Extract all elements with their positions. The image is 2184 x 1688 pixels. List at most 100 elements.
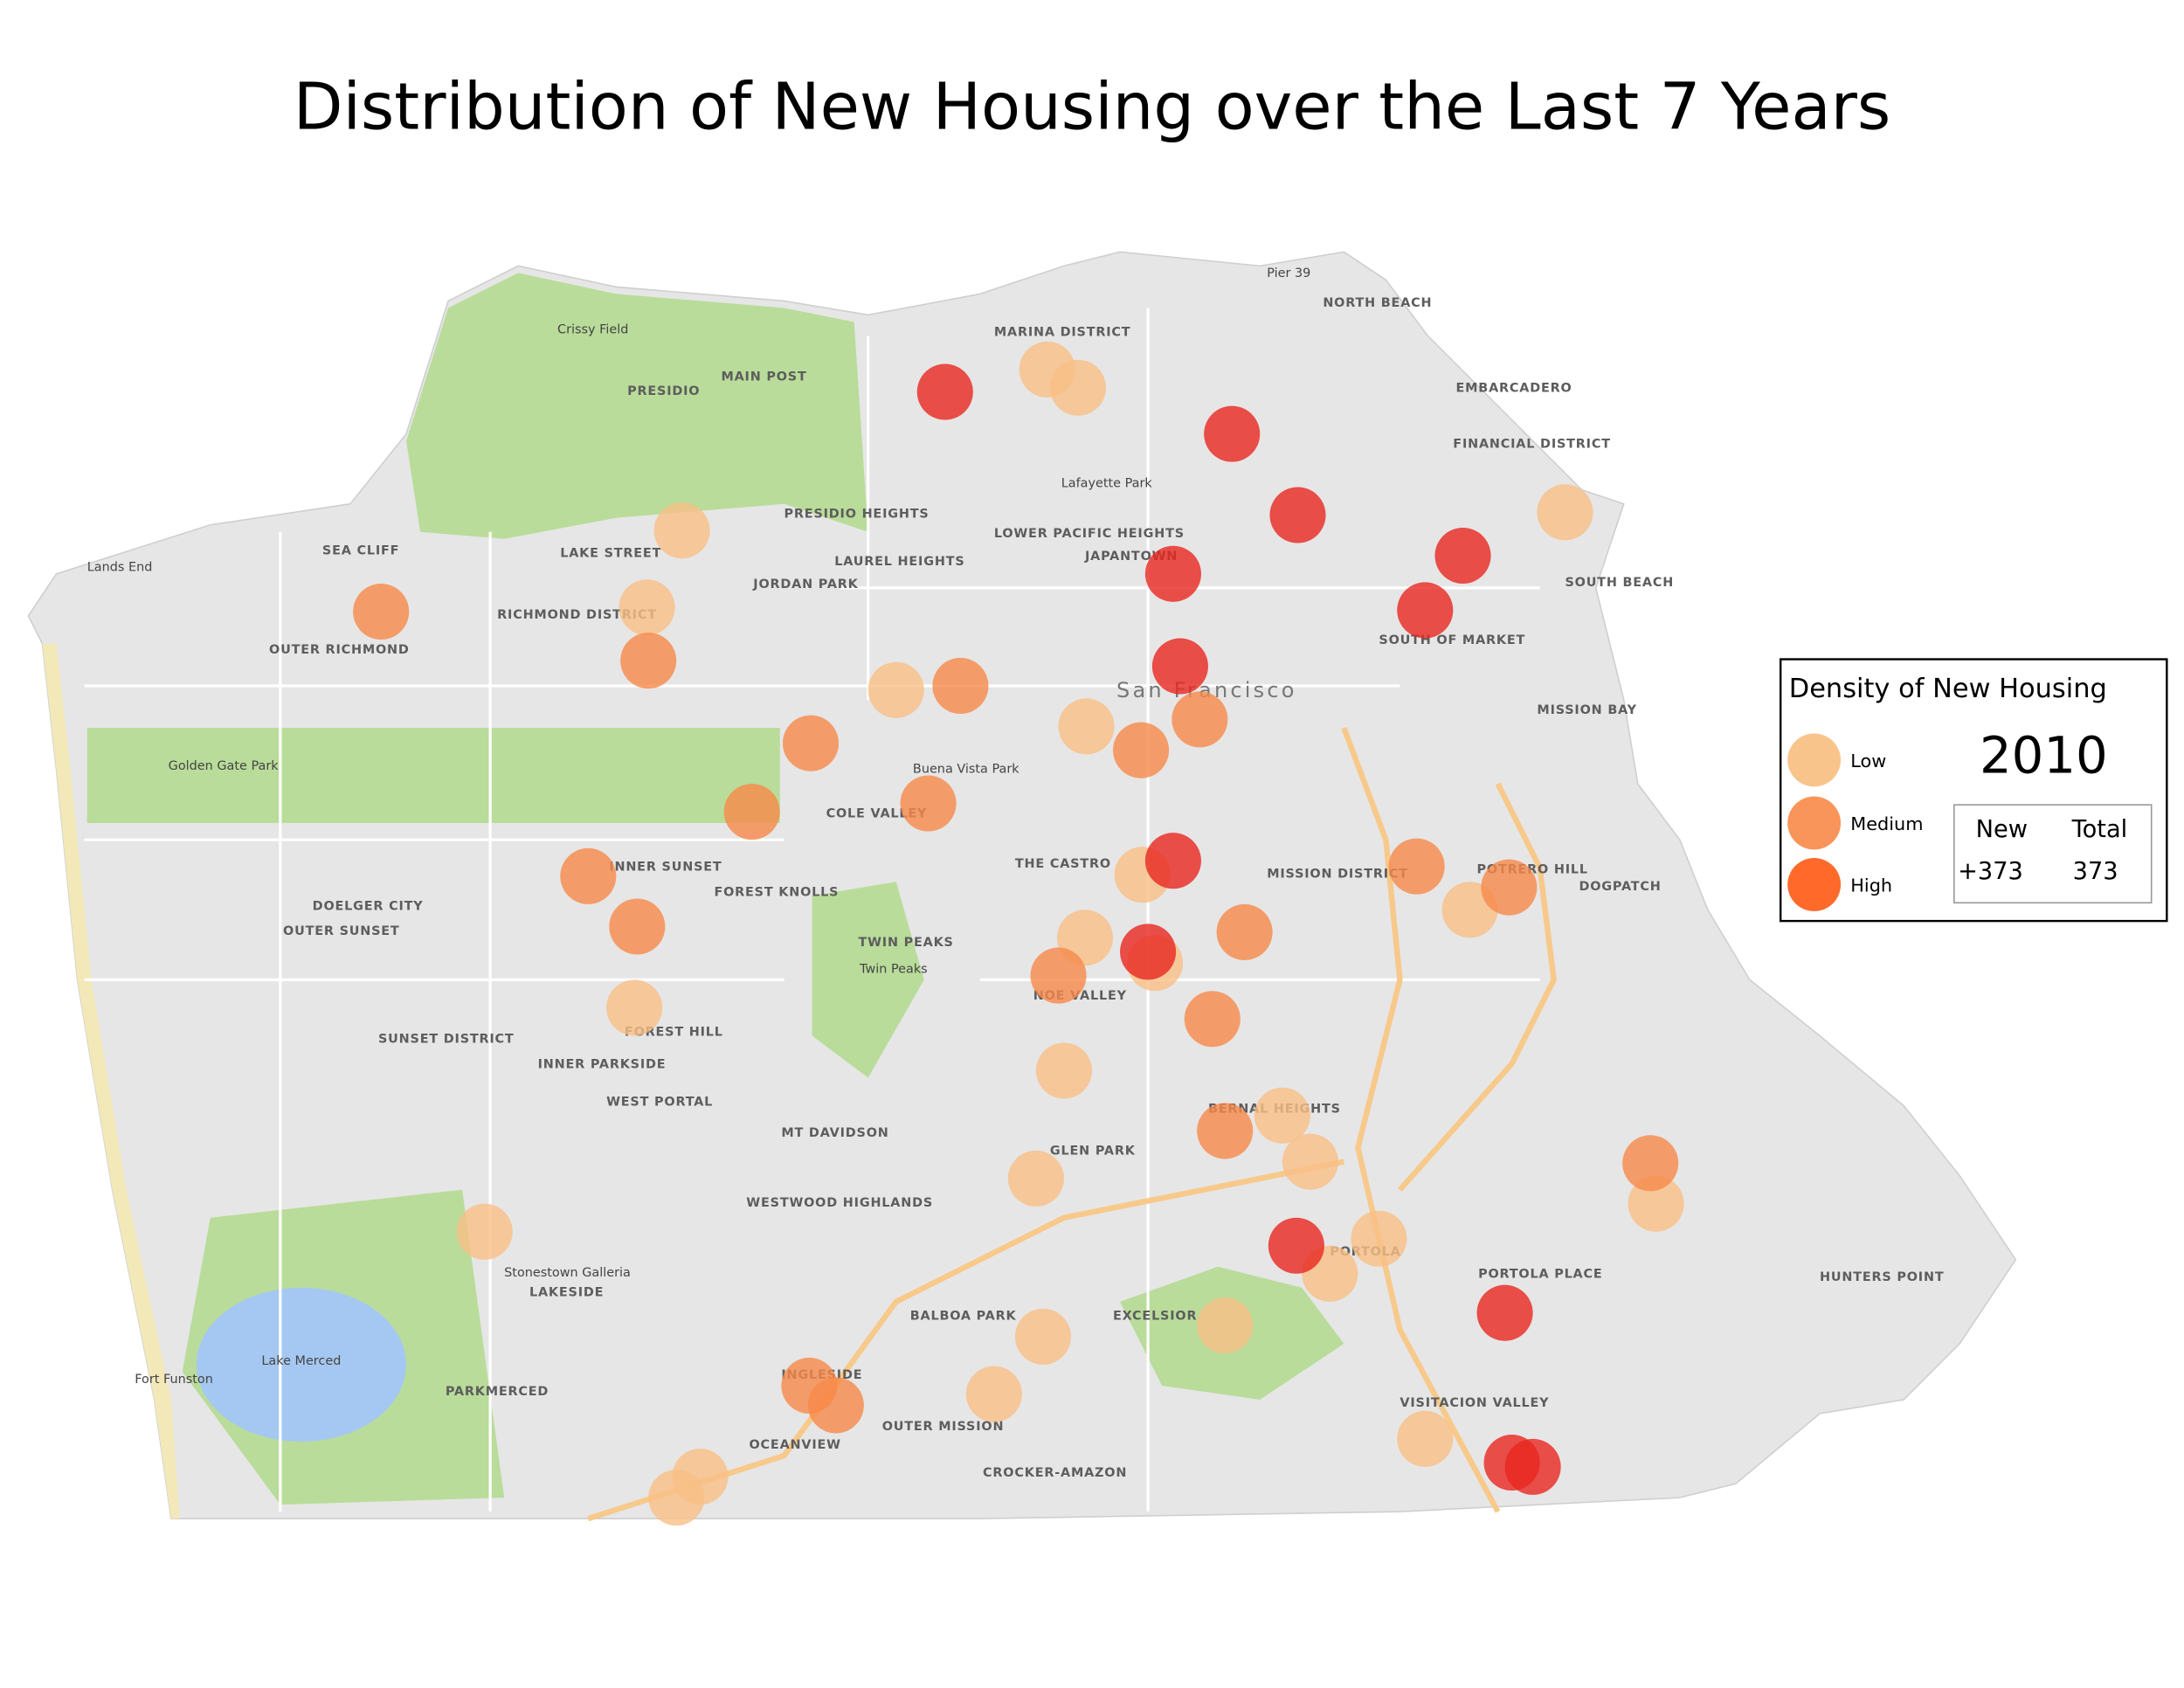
map-label: GLEN PARK (1050, 1145, 1136, 1159)
housing-marker (1282, 1133, 1338, 1190)
map-label: LOWER PACIFIC HEIGHTS (994, 527, 1185, 541)
map-label: MISSION BAY (1537, 703, 1636, 717)
map-label: WESTWOOD HIGHLANDS (746, 1196, 933, 1210)
map-label: PRESIDIO (627, 384, 700, 398)
housing-marker (1269, 487, 1326, 543)
total-count: 373 (2073, 858, 2118, 885)
map-label: JORDAN PARK (752, 578, 858, 591)
map-label: MAIN POST (721, 370, 806, 384)
housing-marker (1014, 1308, 1071, 1365)
twin-peaks-park (812, 882, 924, 1078)
land (27, 251, 2017, 1519)
map-label: Lands End (87, 561, 153, 575)
housing-marker (1171, 691, 1228, 748)
housing-marker (1184, 991, 1241, 1048)
column-header: Total (2071, 816, 2128, 843)
map-label: MISSION DISTRICT (1267, 867, 1408, 881)
housing-marker (1007, 1150, 1064, 1207)
housing-marker (1397, 1410, 1454, 1467)
housing-marker (932, 657, 989, 715)
housing-marker (900, 775, 957, 832)
golden-gate-park (86, 728, 780, 823)
housing-marker (353, 584, 410, 640)
housing-marker (609, 898, 666, 955)
map-label: TWIN PEAKS (858, 936, 953, 950)
legend-swatch (1787, 733, 1842, 787)
map-label: LAKESIDE (529, 1285, 604, 1299)
map-label: RICHMOND DISTRICT (497, 608, 657, 622)
map-label: CROCKER-AMAZON (983, 1466, 1127, 1480)
housing-marker (1397, 582, 1454, 639)
map-label: MARINA DISTRICT (994, 325, 1131, 339)
legend-swatch (1787, 858, 1842, 911)
housing-marker (1434, 527, 1491, 585)
housing-marker (782, 715, 840, 771)
legend-label: Low (1850, 751, 1886, 771)
housing-marker (1035, 1042, 1092, 1099)
map-label: Pier 39 (1267, 266, 1310, 280)
map-label: MT DAVIDSON (781, 1126, 888, 1140)
legend: Density of New Housing Low Medium High 2… (1779, 658, 2168, 923)
map-label: PRESIDIO HEIGHTS (784, 508, 930, 522)
map-label: Stonestown Galleria (504, 1266, 631, 1280)
map-label: LAKE STREET (560, 547, 661, 561)
housing-marker (1151, 638, 1208, 695)
housing-marker (1476, 1284, 1533, 1341)
housing-marker (1058, 698, 1115, 755)
new-count: +373 (1958, 858, 2023, 885)
map-label: VISITACION VALLEY (1400, 1396, 1549, 1410)
map-label: THE CASTRO (1015, 857, 1111, 871)
map-label: FINANCIAL DISTRICT (1453, 438, 1611, 452)
map-label: Twin Peaks (859, 962, 928, 976)
map-label: FOREST KNOLLS (714, 885, 839, 899)
housing-markers (353, 341, 1684, 1526)
housing-marker (916, 363, 973, 420)
map-label: NORTH BEACH (1323, 296, 1432, 310)
map-label: DOGPATCH (1579, 880, 1661, 894)
housing-marker (1144, 833, 1201, 889)
housing-marker (1388, 838, 1445, 895)
housing-marker (1030, 947, 1087, 1004)
housing-marker (1120, 924, 1177, 980)
map-label: OUTER MISSION (882, 1420, 1005, 1434)
map-label: DOELGER CITY (313, 899, 424, 913)
map-label: Lake Merced (261, 1354, 341, 1368)
housing-marker (723, 784, 780, 841)
housing-marker (1113, 722, 1170, 778)
map-label: OUTER SUNSET (283, 924, 400, 938)
marker-high (916, 363, 1561, 1495)
map-label: SEA CLIFF (322, 543, 399, 557)
housing-marker (1504, 1438, 1561, 1495)
housing-marker (1254, 1087, 1310, 1144)
housing-marker (620, 633, 677, 689)
map-label: WEST PORTAL (606, 1096, 713, 1110)
housing-marker (456, 1203, 513, 1260)
housing-marker (1049, 359, 1107, 416)
legend-title: Density of New Housing (1789, 674, 2107, 704)
map-label: EXCELSIOR (1113, 1310, 1197, 1324)
housing-marker (1481, 859, 1538, 916)
housing-marker (1351, 1210, 1407, 1267)
housing-marker (1537, 484, 1593, 541)
map-label: OCEANVIEW (750, 1438, 841, 1452)
legend-swatch (1787, 796, 1842, 850)
legend-label: Medium (1850, 813, 1923, 834)
map-label: BALBOA PARK (910, 1310, 1017, 1324)
map-label: Buena Vista Park (913, 762, 1019, 776)
map-label: LAUREL HEIGHTS (834, 555, 964, 569)
map-labels: MARINA DISTRICT PRESIDIO MAIN POST SEA C… (87, 266, 1944, 1480)
housing-marker (807, 1377, 864, 1434)
housing-marker (1197, 1103, 1254, 1159)
map-label: Lafayette Park (1061, 476, 1153, 490)
housing-marker (560, 847, 617, 904)
housing-marker (606, 979, 663, 1036)
housing-marker (1144, 545, 1201, 602)
marker-medium (353, 584, 1679, 1434)
map-label: Fort Funston (135, 1373, 213, 1387)
housing-marker (867, 661, 924, 718)
map-label: SOUTH BEACH (1565, 576, 1674, 590)
map-label: PARKMERCED (446, 1385, 549, 1399)
title: Distribution of New Housing over the Las… (294, 70, 1891, 144)
